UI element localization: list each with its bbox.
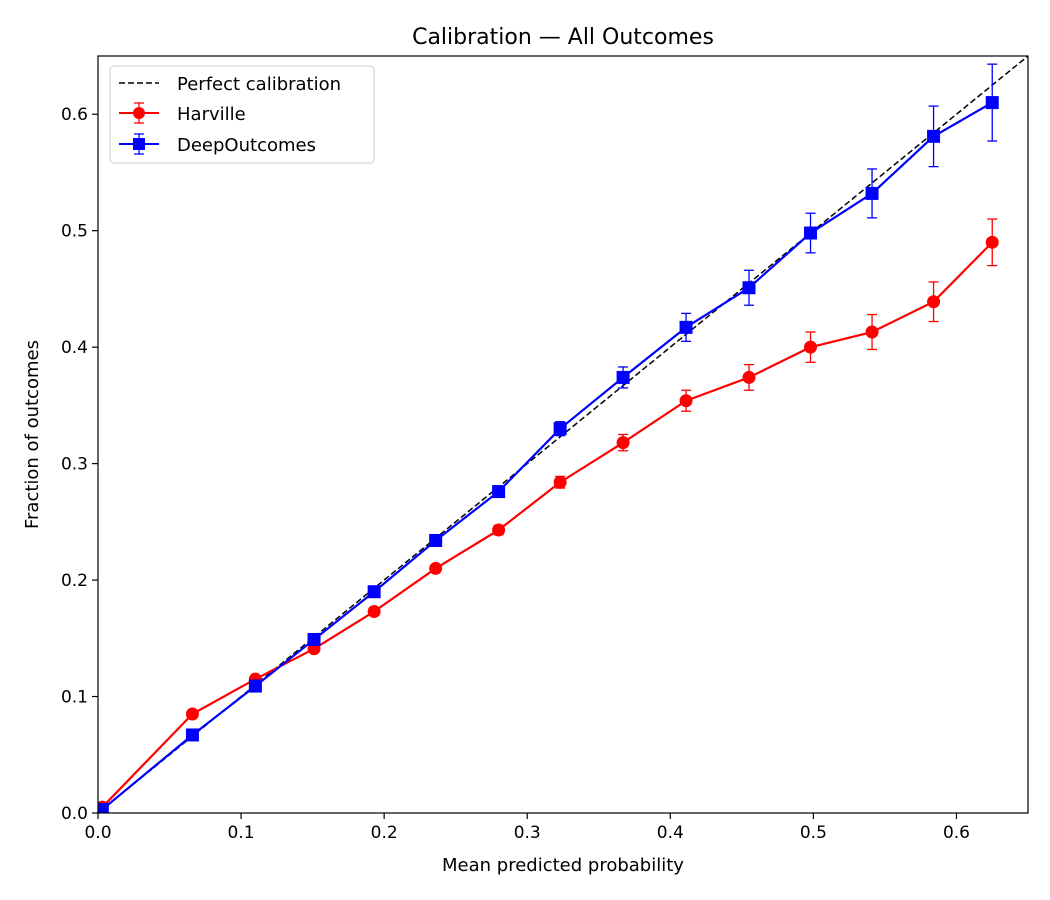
chart-title: Calibration — All Outcomes [412,25,714,50]
harville-point [492,523,506,537]
x-tick-label: 0.2 [371,823,398,843]
y-axis-label: Fraction of outcomes [22,340,43,529]
y-tick-label: 0.4 [61,338,88,358]
x-axis-label: Mean predicted probability [442,855,684,876]
plot-content [98,56,1028,813]
harville-point [927,295,941,309]
deepoutcomes-point [429,533,443,547]
legend-label-harville: Harville [177,104,246,125]
x-tick-label: 0.6 [943,823,970,843]
harville-point [185,707,199,721]
harville-point [553,475,567,489]
deepoutcomes-point [492,485,506,499]
axis-ticks: 0.0 0.1 0.2 0.3 0.4 0.5 0.6 0.0 0.1 0.2 0.3 0.4 0.5 0… [61,105,970,843]
deepoutcomes-point [804,226,818,240]
harville-point [985,235,999,249]
harville-point [367,605,381,619]
legend-label-deepoutcomes: DeepOutcomes [177,135,316,156]
y-tick-label: 0.2 [61,571,88,591]
x-tick-label: 0.3 [514,823,541,843]
deepoutcomes-point [742,281,756,295]
legend: Perfect calibration Harville DeepOutcome… [109,65,375,164]
harville-point [865,325,879,339]
plot-area [98,56,1028,813]
legend-label-reference: Perfect calibration [177,74,341,95]
deepoutcomes-point [679,320,693,334]
deepoutcomes-point [98,803,109,813]
y-tick-label: 0.6 [61,105,88,125]
legend-marker-deepoutcomes [133,138,145,150]
deepoutcomes-point [616,370,630,384]
x-tick-label: 0.4 [657,823,684,843]
y-tick-label: 0.0 [61,804,88,824]
y-tick-label: 0.3 [61,455,88,475]
y-tick-label: 0.1 [61,688,88,708]
harville-point [742,370,756,384]
x-tick-label: 0.0 [84,823,111,843]
axes-frame [97,55,1029,814]
deepoutcomes-point [865,186,879,200]
legend-box [109,65,375,164]
deepoutcomes-point [927,129,941,143]
harville-point [679,394,693,408]
x-tick-label: 0.1 [228,823,255,843]
harville-point [804,340,818,354]
deepoutcomes-point [307,632,321,646]
harville-point [616,436,630,450]
deepoutcomes-point [985,96,999,110]
deepoutcomes-point [248,679,262,693]
harville-point [429,561,443,575]
legend-marker-harville [133,107,145,119]
deepoutcomes-point [553,422,567,436]
y-tick-label: 0.5 [61,222,88,242]
deepoutcomes-point [367,585,381,599]
deepoutcomes-point [185,728,199,742]
x-tick-label: 0.5 [800,823,827,843]
